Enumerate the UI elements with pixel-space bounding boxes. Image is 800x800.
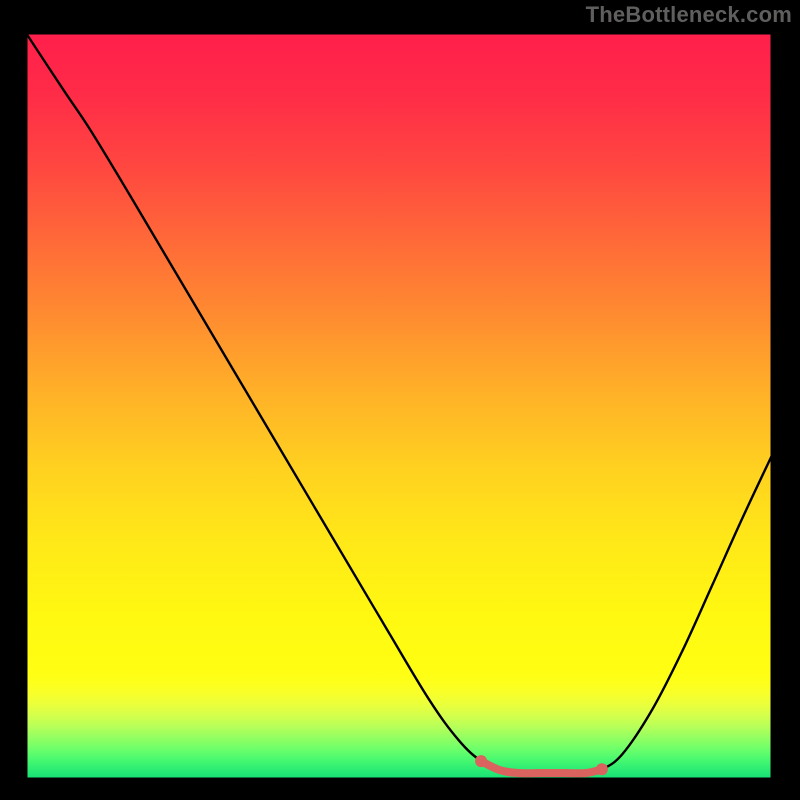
attribution-label: TheBottleneck.com — [586, 2, 792, 28]
marker-end-dot — [596, 763, 608, 775]
marker-start-dot — [475, 755, 487, 767]
chart-root: { "meta": { "attribution": "TheBottlenec… — [0, 0, 800, 800]
chart-svg — [26, 33, 772, 779]
plot-area — [26, 33, 772, 779]
gradient-background — [26, 33, 772, 779]
